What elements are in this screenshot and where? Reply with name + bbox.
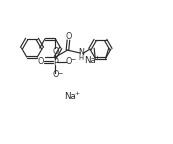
Text: P: P — [53, 58, 58, 67]
Text: O: O — [37, 57, 44, 66]
Text: −: − — [58, 70, 63, 75]
Text: +: + — [95, 55, 100, 60]
Text: O: O — [52, 47, 59, 56]
Text: H: H — [79, 55, 84, 61]
Text: Na: Na — [84, 56, 96, 65]
Text: −: − — [70, 56, 76, 61]
Text: N: N — [79, 48, 84, 57]
Text: Na: Na — [65, 92, 76, 101]
Text: O: O — [65, 57, 72, 66]
Text: O: O — [52, 70, 59, 79]
Text: O: O — [65, 32, 72, 41]
Text: +: + — [75, 91, 80, 96]
